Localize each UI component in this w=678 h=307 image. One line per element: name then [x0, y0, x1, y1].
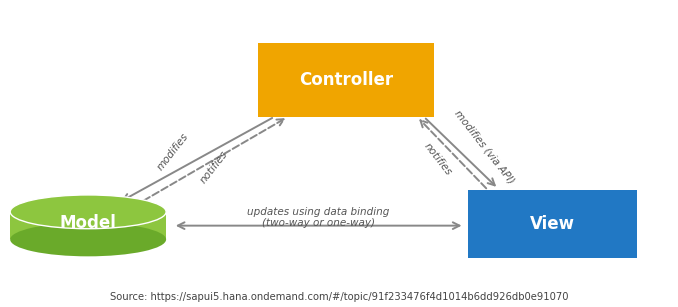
Text: notifies: notifies	[198, 149, 229, 185]
Text: Source: https://sapui5.hana.ondemand.com/#/topic/91f233476f4d1014b6dd926db0e9107: Source: https://sapui5.hana.ondemand.com…	[110, 292, 568, 302]
FancyBboxPatch shape	[10, 212, 166, 239]
Ellipse shape	[10, 195, 166, 229]
Text: updates using data binding: updates using data binding	[247, 207, 390, 217]
FancyBboxPatch shape	[258, 43, 434, 117]
Text: Model: Model	[60, 214, 117, 231]
Text: (two-way or one-way): (two-way or one-way)	[262, 218, 375, 227]
Text: notifies: notifies	[422, 142, 453, 178]
Text: modifies (via API): modifies (via API)	[453, 109, 517, 186]
Ellipse shape	[10, 223, 166, 256]
Text: modifies: modifies	[155, 131, 191, 173]
Text: View: View	[530, 215, 575, 233]
Text: Controller: Controller	[299, 71, 393, 89]
FancyBboxPatch shape	[468, 190, 637, 258]
